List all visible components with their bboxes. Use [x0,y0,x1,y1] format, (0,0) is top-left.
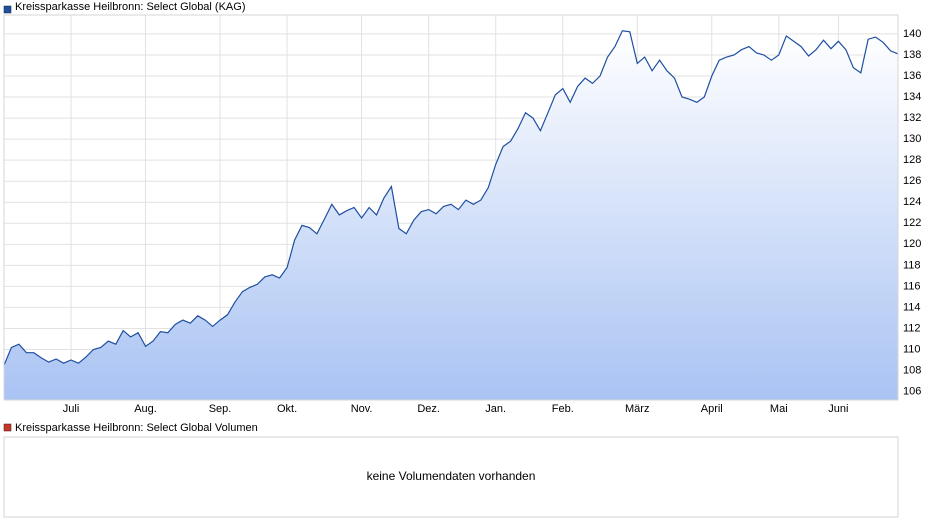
x-tick-label: Dez. [417,403,440,415]
volume-chart: Kreissparkasse Heilbronn: Select Global … [3,422,899,518]
y-tick-label: 130 [903,133,921,145]
y-tick-label: 116 [903,280,921,292]
plot-frame [3,436,899,518]
x-tick-label: Juli [63,403,80,415]
y-tick-label: 136 [903,70,921,82]
legend-label: Kreissparkasse Heilbronn: Select Global … [15,422,258,434]
y-tick-label: 128 [903,154,921,166]
x-tick-label: Feb. [552,403,574,415]
y-tick-label: 122 [903,217,921,229]
plot-frame [3,14,899,401]
price-chart: Kreissparkasse Heilbronn: Select Global … [3,1,921,415]
x-tick-label: Sep. [209,403,232,415]
legend-swatch [3,423,12,432]
y-tick-label: 138 [903,49,921,61]
y-tick-label: 140 [903,28,921,40]
y-tick-label: 110 [903,343,921,355]
line [3,30,899,366]
legend-label: Kreissparkasse Heilbronn: Select Global … [15,1,245,13]
y-tick-label: 132 [903,112,921,124]
x-tick-label: Nov. [351,403,373,415]
y-tick-label: 120 [903,238,921,250]
x-tick-label: April [701,403,723,415]
y-tick-label: 134 [903,91,921,103]
legend-swatch [3,5,12,14]
y-tick-label: 118 [903,259,921,271]
x-tick-label: Mai [770,403,788,415]
x-tick-label: März [625,403,649,415]
y-tick-label: 112 [903,322,921,334]
x-tick-label: Juni [828,403,848,415]
y-tick-label: 114 [903,301,921,313]
y-tick-label: 108 [903,364,921,376]
x-tick-label: Jan. [485,403,506,415]
y-tick-label: 126 [903,175,921,187]
x-tick-label: Okt. [277,403,297,415]
no-data-message: keine Volumendaten vorhanden [367,469,536,483]
x-tick-label: Aug. [134,403,157,415]
y-tick-label: 106 [903,385,921,397]
y-tick-label: 124 [903,196,921,208]
area [4,30,898,401]
